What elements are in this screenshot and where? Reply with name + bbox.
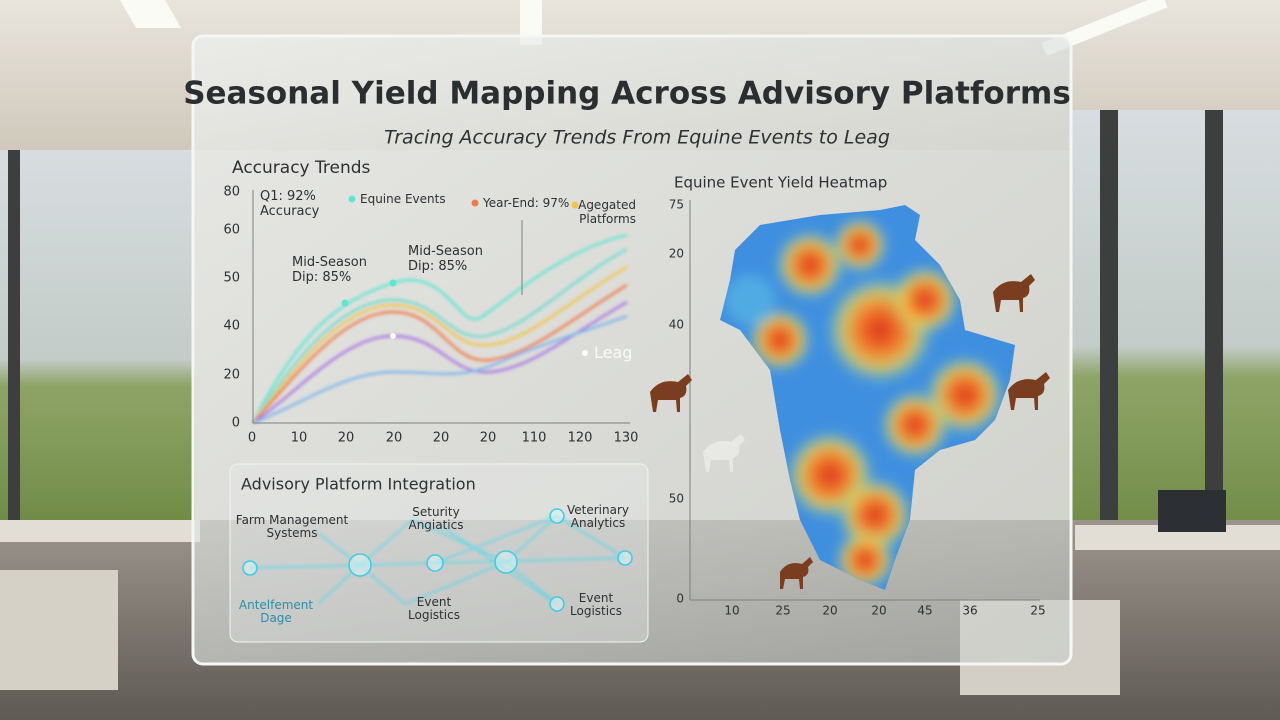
legend-entry: Agegated Platforms (578, 198, 636, 226)
legend-entry-line: Equine Events (360, 192, 446, 206)
trend-line (252, 283, 628, 424)
legend-entry: Equine Events (360, 192, 446, 206)
annotation: Mid-Season Dip: 85% (408, 244, 483, 274)
node-label-line: Logistics (570, 604, 622, 618)
annotation-line: Accuracy (260, 204, 320, 219)
annotation-dot (389, 279, 397, 287)
y-tick-label: 20 (223, 368, 240, 383)
legend-entry: Year-End: 97% (482, 196, 569, 210)
y-tick-label: 50 (223, 271, 240, 286)
panel-title: Accuracy Trends (232, 158, 371, 178)
legend-dot (348, 195, 356, 203)
x-tick-label: 25 (775, 604, 790, 618)
subtitle: Tracing Accuracy Trends From Equine Even… (384, 127, 890, 149)
trend-lines (251, 233, 628, 425)
trend-line (252, 314, 628, 425)
node-label: Veterinary Analytics (567, 503, 629, 530)
node-label: Farm Management Systems (236, 513, 349, 540)
x-tick-label: 20 (338, 431, 355, 446)
cabinet (0, 570, 118, 690)
node-label-line: Event (417, 595, 452, 609)
annotation-line: Mid-Season (292, 255, 367, 270)
window-frame (1100, 110, 1118, 540)
annotation-line: Dip: 85% (408, 259, 467, 274)
horse-icons (650, 274, 1050, 589)
y-tick-label: 75 (669, 198, 684, 212)
annotation-dot (390, 333, 396, 339)
legend-dot (582, 350, 588, 356)
y-tick-label: 50 (669, 492, 684, 506)
node-label: Event Logistics (408, 595, 460, 622)
x-tick-label: 110 (522, 431, 547, 446)
y-tick-label: 0 (232, 416, 240, 431)
trend-line (251, 233, 628, 424)
x-tick-label: 0 (248, 431, 256, 446)
legend-dot (571, 201, 579, 209)
y-tick-label: 20 (669, 247, 684, 261)
legend-entry-line: Year-End: 97% (482, 196, 569, 210)
annotation-line: Dip: 85% (292, 270, 351, 285)
desk (0, 520, 200, 542)
x-tick-label: 10 (724, 604, 739, 618)
x-tick-label: 36 (962, 604, 977, 618)
legend-entry-line: Leag (594, 343, 632, 362)
x-tick-label: 20 (433, 431, 450, 446)
window-frame (8, 150, 20, 530)
ceiling-light (120, 0, 182, 28)
x-tick-label: 45 (917, 604, 932, 618)
annotation: Mid-Season Dip: 85% (292, 255, 367, 285)
x-tick-label: 25 (1030, 604, 1045, 618)
legend-entry: Leag (594, 343, 632, 362)
y-tick-label: 80 (223, 185, 240, 200)
node-label: Antelfement Dage (239, 598, 314, 625)
x-tick-label: 20 (386, 431, 403, 446)
panel-title: Advisory Platform Integration (241, 475, 476, 494)
annotation-dot (341, 299, 349, 307)
window (0, 150, 195, 530)
trend-line (252, 300, 628, 424)
annotation-line: Q1: 92% (260, 189, 316, 204)
node-label-line: Angiatics (408, 518, 463, 532)
ceiling-light (520, 0, 542, 45)
title: Seasonal Yield Mapping Across Advisory P… (183, 76, 1071, 112)
laptop (1158, 490, 1226, 532)
trend-line (251, 247, 628, 424)
legend-dot (471, 199, 479, 207)
ceiling-light (1041, 0, 1168, 56)
node-label: Event Logistics (570, 591, 622, 618)
node-label-line: Logistics (408, 608, 460, 622)
integration-panel (229, 463, 649, 643)
legend-entry-line: Platforms (579, 212, 636, 226)
legend-entry-line: Agegated (578, 198, 636, 212)
x-tick-label: 20 (480, 431, 497, 446)
window-frame (1205, 110, 1223, 540)
node-label-line: Seturity (412, 505, 459, 519)
panel-title: Equine Event Yield Heatmap (674, 174, 887, 192)
node-label: Seturity Angiatics (408, 505, 463, 532)
node-label-line: Veterinary (567, 503, 629, 517)
x-tick-label: 20 (871, 604, 886, 618)
annotation-line: Mid-Season (408, 244, 483, 259)
y-tick-label: 60 (223, 223, 240, 238)
node-label-line: Antelfement (239, 598, 314, 612)
y-tick-label: 40 (669, 318, 684, 332)
x-tick-label: 20 (822, 604, 837, 618)
trend-line (252, 265, 628, 424)
x-tick-label: 10 (291, 431, 308, 446)
x-tick-label: 130 (614, 431, 639, 446)
network-nodes (242, 508, 633, 612)
node-label-line: Farm Management (236, 513, 349, 527)
node-label-line: Event (579, 591, 614, 605)
annotation: Q1: 92% Accuracy (260, 189, 320, 219)
node-label-line: Dage (260, 611, 292, 625)
y-tick-label: 0 (676, 592, 684, 606)
x-tick-label: 120 (568, 431, 593, 446)
node-label-line: Analytics (571, 516, 626, 530)
node-label-line: Systems (267, 526, 318, 540)
y-tick-label: 40 (223, 319, 240, 334)
